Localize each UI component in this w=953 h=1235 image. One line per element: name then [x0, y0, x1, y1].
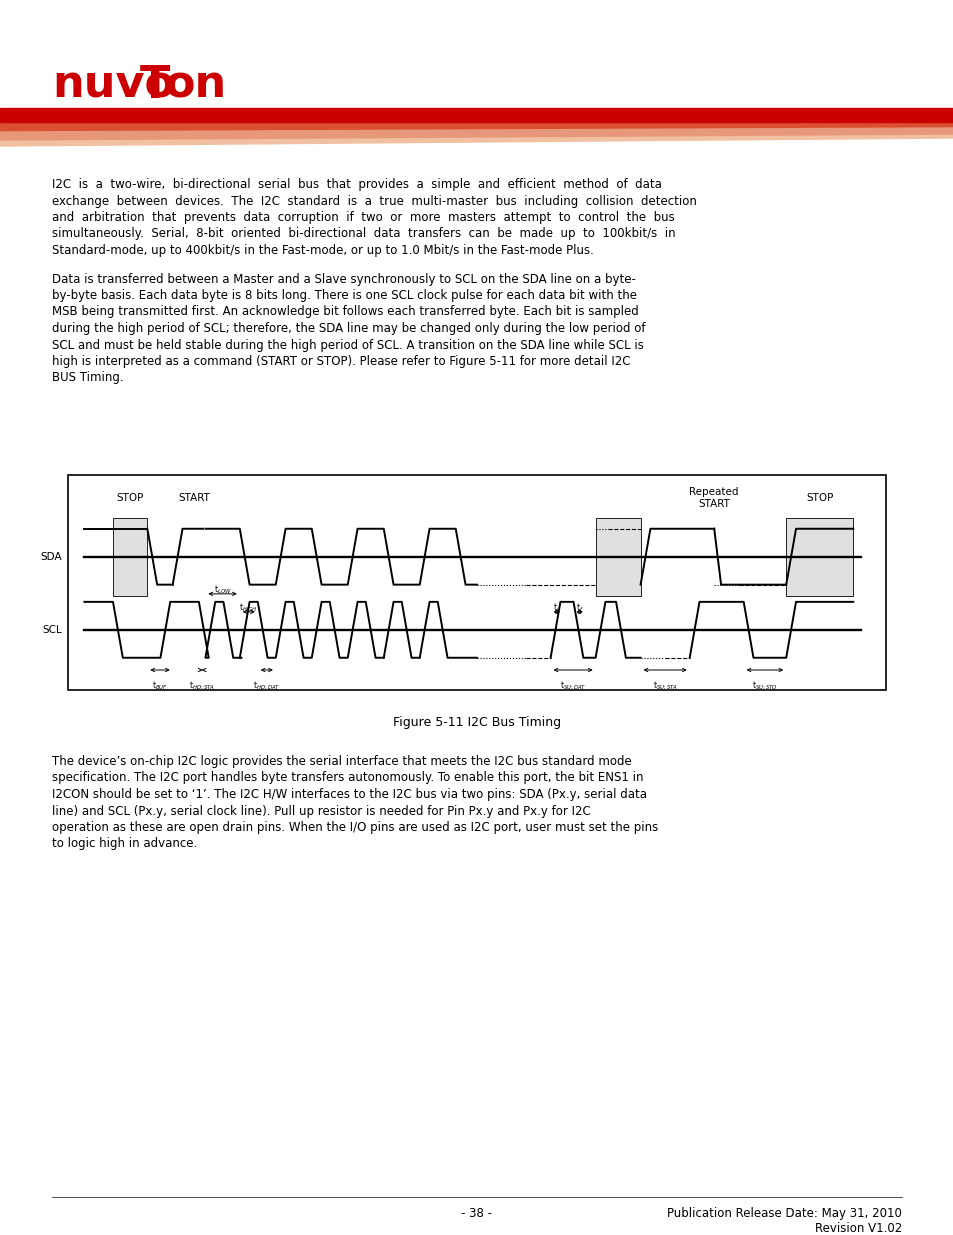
Polygon shape: [0, 122, 953, 132]
Text: Revision V1.02: Revision V1.02: [814, 1221, 901, 1235]
Text: high is interpreted as a command (START or STOP). Please refer to Figure 5-11 fo: high is interpreted as a command (START …: [52, 354, 630, 368]
Text: SCL and must be held stable during the high period of SCL. A transition on the S: SCL and must be held stable during the h…: [52, 338, 643, 352]
Text: to logic high in advance.: to logic high in advance.: [52, 837, 197, 851]
Text: MSB being transmitted first. An acknowledge bit follows each transferred byte. E: MSB being transmitted first. An acknowle…: [52, 305, 639, 319]
Text: exchange  between  devices.  The  I2C  standard  is  a  true  multi-master  bus : exchange between devices. The I2C standa…: [52, 194, 696, 207]
Text: operation as these are open drain pins. When the I/O pins are used as I2C port, : operation as these are open drain pins. …: [52, 821, 658, 834]
Bar: [595, 517, 639, 595]
Text: specification. The I2C port handles byte transfers autonomously. To enable this : specification. The I2C port handles byte…: [52, 772, 643, 784]
Bar: [785, 517, 852, 595]
Text: line) and SCL (Px.y, serial clock line). Pull up resistor is needed for Pin Px.y: line) and SCL (Px.y, serial clock line).…: [52, 804, 590, 818]
Text: The device’s on-chip I2C logic provides the serial interface that meets the I2C : The device’s on-chip I2C logic provides …: [52, 755, 631, 768]
Text: Repeated: Repeated: [689, 487, 739, 496]
Text: SCL: SCL: [42, 625, 62, 635]
Text: START: START: [698, 499, 729, 509]
Text: Standard-mode, up to 400kbit/s in the Fast-mode, or up to 1.0 Mbit/s in the Fast: Standard-mode, up to 400kbit/s in the Fa…: [52, 245, 594, 257]
Text: and  arbitration  that  prevents  data  corruption  if  two  or  more  masters  : and arbitration that prevents data corru…: [52, 211, 674, 224]
Bar: [68, 475, 885, 690]
Text: t$_{HIGH}$: t$_{HIGH}$: [239, 601, 258, 614]
Text: t$_r$: t$_r$: [553, 601, 560, 614]
Text: t$_{HD;DAT}$: t$_{HD;DAT}$: [253, 680, 280, 693]
Text: t$_{LOW}$: t$_{LOW}$: [213, 584, 232, 597]
Text: Data is transferred between a Master and a Slave synchronously to SCL on the SDA: Data is transferred between a Master and…: [52, 273, 636, 285]
Text: t$_{SU;STA}$: t$_{SU;STA}$: [652, 680, 677, 693]
Text: t$_{BUF}$: t$_{BUF}$: [152, 680, 168, 693]
Text: t$_{SU;DAT}$: t$_{SU;DAT}$: [559, 680, 586, 693]
Text: START: START: [178, 493, 211, 503]
Bar: [0, 107, 953, 122]
Text: Publication Release Date: May 31, 2010: Publication Release Date: May 31, 2010: [666, 1207, 901, 1220]
Polygon shape: [0, 135, 953, 146]
Text: - 38 -: - 38 -: [461, 1207, 492, 1220]
Text: SDA: SDA: [40, 552, 62, 562]
Bar: [112, 517, 147, 595]
Text: T: T: [140, 63, 171, 106]
Text: by-byte basis. Each data byte is 8 bits long. There is one SCL clock pulse for e: by-byte basis. Each data byte is 8 bits …: [52, 289, 637, 303]
Text: nuvo: nuvo: [52, 63, 174, 106]
Text: during the high period of SCL; therefore, the SDA line may be changed only durin: during the high period of SCL; therefore…: [52, 322, 645, 335]
Text: simultaneously.  Serial,  8-bit  oriented  bi-directional  data  transfers  can : simultaneously. Serial, 8-bit oriented b…: [52, 227, 675, 241]
Text: t$_{HD;STA}$: t$_{HD;STA}$: [189, 680, 215, 693]
Text: on: on: [164, 63, 226, 106]
Polygon shape: [0, 128, 953, 140]
Text: t$_f$: t$_f$: [576, 601, 583, 614]
Text: Figure 5-11 I2C Bus Timing: Figure 5-11 I2C Bus Timing: [393, 716, 560, 729]
Text: STOP: STOP: [116, 493, 144, 503]
Text: I2C  is  a  two-wire,  bi-directional  serial  bus  that  provides  a  simple  a: I2C is a two-wire, bi-directional serial…: [52, 178, 661, 191]
Text: I2CON should be set to ‘1’. The I2C H/W interfaces to the I2C bus via two pins: : I2CON should be set to ‘1’. The I2C H/W …: [52, 788, 646, 802]
Text: BUS Timing.: BUS Timing.: [52, 372, 124, 384]
Text: STOP: STOP: [805, 493, 833, 503]
Text: t$_{SU;STO}$: t$_{SU;STO}$: [751, 680, 777, 693]
